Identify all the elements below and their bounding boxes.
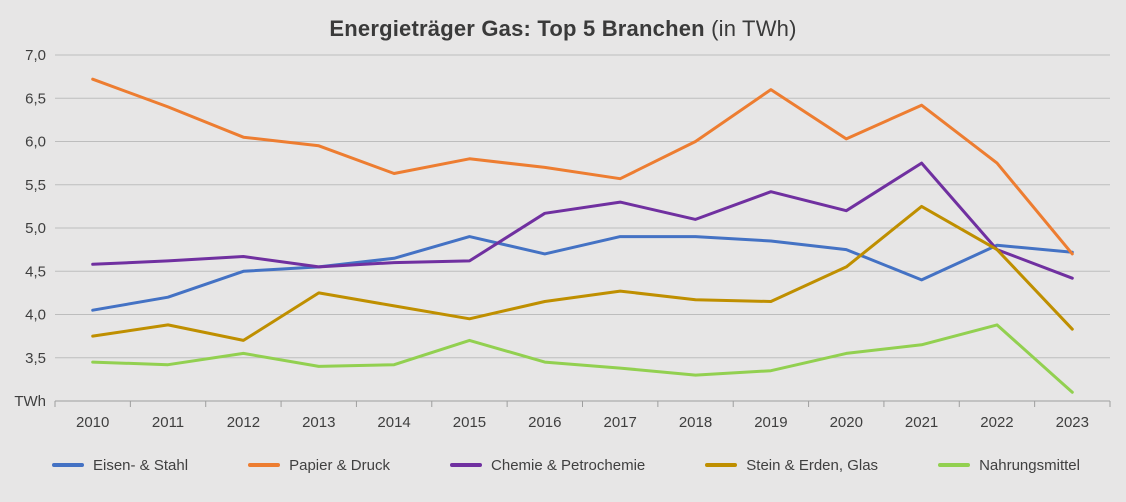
- y-axis-tick-label: 7,0: [25, 47, 46, 64]
- x-axis-tick-label: 2010: [76, 414, 109, 431]
- y-axis-unit-label: TWh: [14, 393, 46, 410]
- y-axis-tick-label: 5,0: [25, 220, 46, 237]
- series-line: [91, 77, 1074, 256]
- y-axis-tick-label: 6,5: [25, 90, 46, 107]
- legend-line-marker: [52, 463, 84, 467]
- x-axis-tick-label: 2011: [152, 414, 184, 431]
- legend-item-chemie-petrochemie: Chemie & Petrochemie: [450, 457, 645, 474]
- y-axis-tick-label: 6,0: [25, 134, 46, 151]
- x-axis-tick-label: 2021: [905, 414, 938, 431]
- x-axis-tick-label: 2015: [453, 414, 486, 431]
- chart-title-suffix: (in TWh): [704, 16, 797, 41]
- chart-title: Energieträger Gas: Top 5 Branchen (in TW…: [0, 0, 1126, 43]
- y-axis-tick-label: 4,5: [25, 263, 46, 280]
- legend-item-stein-erden-glas: Stein & Erden, Glas: [705, 457, 878, 474]
- legend-label: Chemie & Petrochemie: [491, 456, 646, 474]
- legend-label: Eisen- & Stahl: [93, 456, 189, 474]
- x-axis-tick-label: 2013: [302, 414, 335, 431]
- x-axis-tick-label: 2012: [227, 414, 260, 431]
- legend-label: Nahrungsmittel: [979, 456, 1080, 474]
- legend-line-marker: [248, 463, 281, 467]
- chart-legend: Eisen- & Stahl Papier & Druck Chemie & P…: [0, 443, 1126, 487]
- x-axis-tick-label: 2014: [377, 414, 410, 431]
- y-axis-tick-label: 3,5: [25, 350, 46, 367]
- legend-label: Papier & Druck: [289, 456, 390, 474]
- legend-line-marker: [450, 463, 483, 467]
- series-line: [91, 235, 1074, 312]
- legend-item-nahrungsmittel: Nahrungsmittel: [938, 457, 1080, 474]
- line-chart-plot-area: 7,0 6,5 6,0 5,5 5,0 4,5 4,0 3,5 TWh 2010 2011 2012 2…: [14, 47, 1111, 431]
- x-axis-tick-label: 2023: [1056, 414, 1089, 431]
- y-axis-tick-label: 4,0: [25, 307, 46, 324]
- legend-item-eisen-stahl: Eisen- & Stahl: [52, 457, 188, 474]
- x-axis-tick-label: 2018: [679, 414, 712, 431]
- chart-title-main: Energieträger Gas: Top 5 Branchen: [329, 16, 705, 41]
- x-axis-tick-label: 2016: [528, 414, 561, 431]
- y-axis-tick-label: 5,5: [25, 177, 46, 194]
- legend-item-papier-druck: Papier & Druck: [248, 457, 390, 474]
- series-line: [91, 323, 1074, 394]
- series-line: [91, 161, 1074, 280]
- x-axis-tick-label: 2020: [830, 414, 863, 431]
- x-axis-tick-label: 2019: [754, 414, 787, 431]
- legend-line-marker: [705, 463, 738, 467]
- x-axis-tick-label: 2017: [603, 414, 636, 431]
- series-line: [91, 204, 1074, 342]
- x-axis-tick-label: 2022: [980, 414, 1013, 431]
- legend-line-marker: [938, 463, 971, 467]
- legend-label: Stein & Erden, Glas: [746, 456, 879, 474]
